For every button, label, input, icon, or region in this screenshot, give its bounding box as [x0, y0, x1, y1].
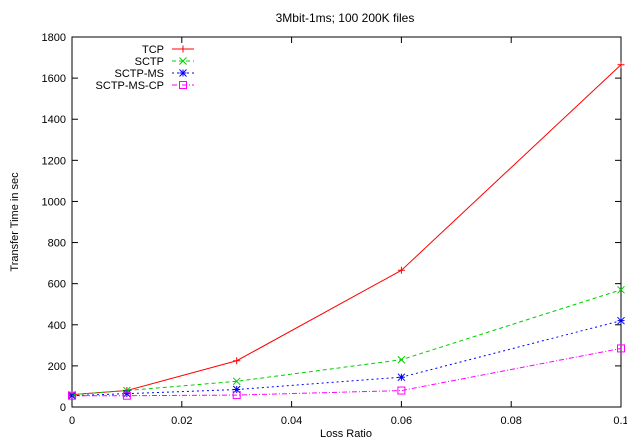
- legend-label: SCTP-MS: [115, 68, 165, 80]
- y-tick-label: 800: [48, 238, 66, 250]
- data-point: [123, 389, 131, 398]
- data-point: [617, 344, 625, 353]
- legend-marker: [179, 69, 187, 77]
- data-point: [397, 373, 406, 382]
- legend-marker: [179, 81, 187, 89]
- data-point: [68, 391, 76, 400]
- series-sctp: [68, 285, 625, 399]
- y-tick-label: 400: [48, 320, 66, 332]
- series-sctp-ms: [68, 316, 625, 400]
- series-line: [71, 289, 622, 396]
- series-tcp: [68, 61, 625, 399]
- legend-label: SCTP-MS-CP: [96, 80, 164, 92]
- x-tick-label: 0.08: [500, 415, 521, 427]
- data-point: [233, 357, 241, 365]
- y-tick-label: 200: [48, 361, 66, 373]
- y-tick-label: 0: [60, 402, 66, 414]
- x-tick-label: 0.02: [171, 415, 192, 427]
- legend-label: TCP: [142, 44, 164, 56]
- data-point: [617, 61, 625, 69]
- x-tick-label: 0.06: [391, 415, 412, 427]
- x-tick-label: 0: [69, 415, 75, 427]
- y-axis-label: Transfer Time in sec: [9, 172, 21, 272]
- x-axis-label: Loss Ratio: [320, 428, 372, 440]
- data-point: [617, 285, 625, 294]
- y-tick-label: 1000: [42, 196, 66, 208]
- legend-marker: [179, 57, 187, 65]
- data-point: [122, 391, 131, 400]
- series-sctp-ms-cp: [68, 344, 625, 400]
- series-line: [71, 64, 622, 396]
- data-point: [232, 391, 241, 400]
- series-line: [72, 347, 622, 397]
- y-tick-label: 1800: [42, 32, 66, 44]
- y-tick-label: 600: [48, 279, 66, 291]
- legend-marker: [179, 45, 187, 53]
- series-layer: [68, 61, 625, 400]
- legend-label: SCTP: [135, 56, 164, 68]
- data-point: [397, 266, 405, 274]
- data-point: [232, 385, 241, 394]
- plot-frame: [71, 36, 622, 408]
- x-tick-label: 0.04: [281, 415, 302, 427]
- ticks-layer: 0 200 400 600 800 1000 1200 1400 1600 1800 0 0.02 0.…: [42, 32, 627, 427]
- x-tick-label: 0.1: [613, 415, 627, 427]
- series-line: [71, 320, 622, 397]
- data-point: [397, 355, 406, 364]
- data-point: [397, 386, 406, 395]
- y-tick-label: 1200: [42, 155, 66, 167]
- y-tick-label: 1600: [42, 73, 66, 85]
- data-point: [617, 316, 625, 325]
- data-point: [232, 377, 241, 386]
- chart-title: 3Mbit-1ms; 100 200K files: [276, 11, 415, 25]
- y-tick-label: 1400: [42, 114, 66, 126]
